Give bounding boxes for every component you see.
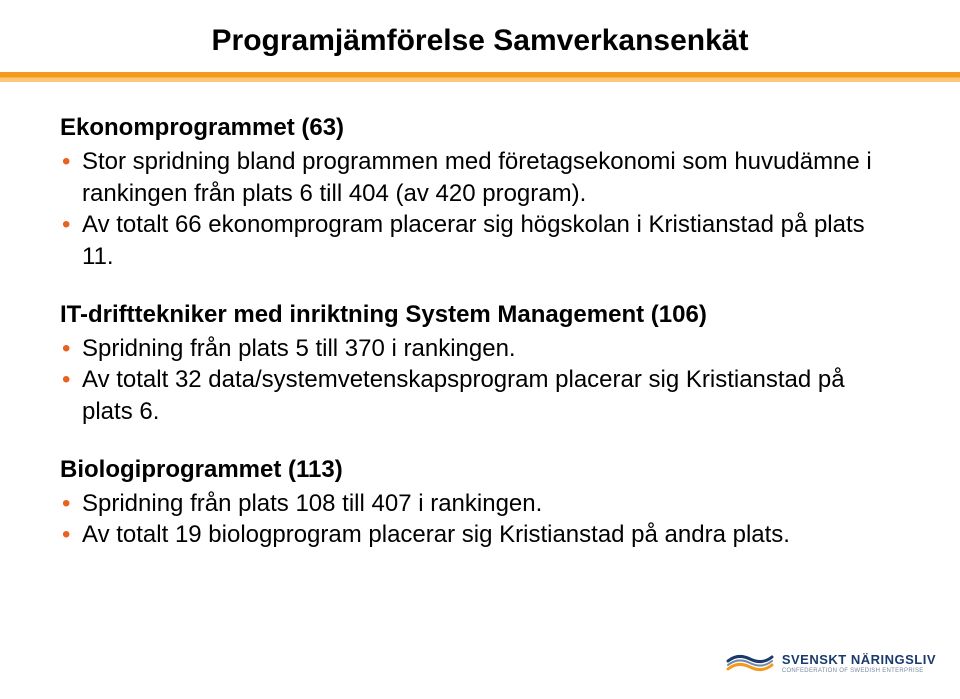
list-item: Spridning från plats 108 till 407 i rank…	[60, 488, 900, 520]
logo-brand-name: SVENSKT NÄRINGSLIV	[782, 653, 936, 666]
accent-band	[0, 72, 960, 82]
section-heading-3: Biologiprogrammet (113)	[60, 456, 900, 484]
brand-logo: SVENSKT NÄRINGSLIV CONFEDERATION OF SWED…	[726, 643, 936, 683]
section-heading-2: IT-drifttekniker med inriktning System M…	[60, 301, 900, 329]
logo-mark-icon	[726, 643, 774, 683]
section-heading-1: Ekonomprogrammet (63)	[60, 114, 900, 142]
list-item: Av totalt 32 data/systemvetenskapsprogra…	[60, 364, 900, 427]
slide-title: Programjämförelse Samverkansenkät	[0, 0, 960, 72]
list-item: Spridning från plats 5 till 370 i rankin…	[60, 333, 900, 365]
list-item: Stor spridning bland programmen med före…	[60, 146, 900, 209]
logo-brand-tagline: CONFEDERATION OF SWEDISH ENTERPRISE	[782, 668, 936, 674]
bullet-list-2: Spridning från plats 5 till 370 i rankin…	[60, 333, 900, 428]
list-item: Av totalt 66 ekonomprogram placerar sig …	[60, 209, 900, 272]
bullet-list-3: Spridning från plats 108 till 407 i rank…	[60, 488, 900, 551]
logo-text: SVENSKT NÄRINGSLIV CONFEDERATION OF SWED…	[782, 653, 936, 674]
content-area: Ekonomprogrammet (63) Stor spridning bla…	[0, 114, 960, 551]
list-item: Av totalt 19 biologprogram placerar sig …	[60, 519, 900, 551]
bullet-list-1: Stor spridning bland programmen med före…	[60, 146, 900, 273]
